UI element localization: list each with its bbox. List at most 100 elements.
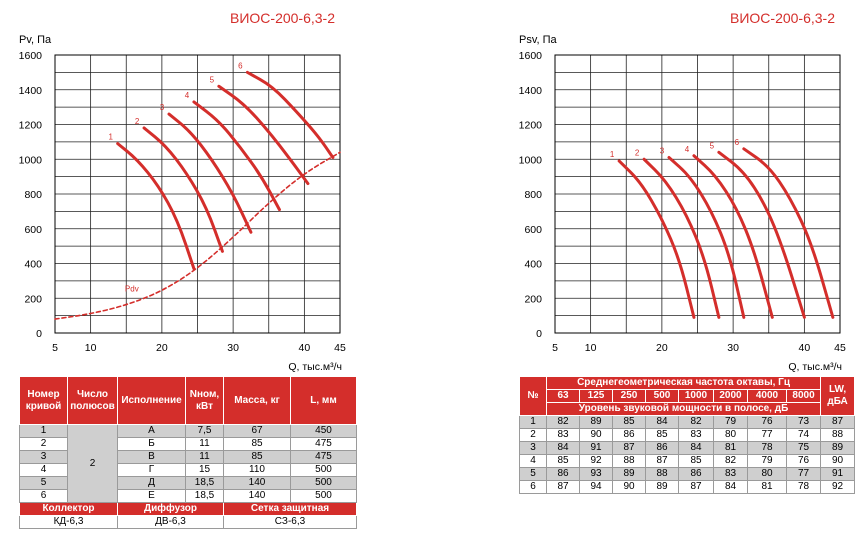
series-label-3: 3 [660,147,665,156]
header-mass: Масса, кг [223,376,291,425]
x-tick-label: 40 [299,342,311,354]
plot-frame [554,54,841,334]
series-line-4 [692,154,774,319]
series-label-4: 4 [685,145,690,154]
chart-2: 5 10 20 30 40 4502004006008001000120014001600… [519,10,846,373]
series-line-3 [667,156,746,319]
series-label-Pdv: Pdv [125,284,139,293]
grid-value: СЗ-6,3 [223,515,357,529]
series-line-2 [642,157,721,319]
x-axis-label: Q, тыс.м³/ч [788,361,842,373]
series-label-2: 2 [135,117,140,126]
series-label-5: 5 [210,75,215,84]
header-curve-number: Номер кривой [19,376,68,425]
freq-4000: 4000 [747,389,787,403]
y-tick-label: 400 [524,259,542,271]
diffuser-value: ДВ-6,3 [117,515,224,529]
header-diffuser: Диффузор [117,502,224,516]
freq-250: 250 [612,389,646,403]
y-tick-label: 1400 [19,85,43,97]
series-line-2 [142,126,224,253]
series-line-4 [192,100,281,212]
y-tick-label: 1200 [519,120,543,132]
series-line-6 [245,70,335,160]
y-tick-label: 600 [24,224,42,236]
y-tick-label: 1400 [519,85,543,97]
series-line-3 [167,112,253,234]
series-label-2: 2 [635,148,640,157]
series-label-5: 5 [710,141,715,150]
y-tick-label: 400 [24,259,42,271]
collector-value: КД-6,3 [19,515,118,529]
x-tick-label: 45 [334,342,346,354]
series-label-3: 3 [160,103,165,112]
header-collector: Коллектор [19,502,118,516]
header-number: № [519,376,547,416]
series-line-1 [617,159,696,319]
series-label-1: 1 [108,133,113,142]
freq-125: 125 [579,389,613,403]
header-lw: LW, дБА [820,376,856,416]
y-tick-label: 1600 [19,50,43,62]
x-tick-label: 30 [727,342,739,354]
y-tick-label: 800 [524,189,542,201]
y-tick-label: 1000 [519,154,543,166]
series-line-5 [217,84,310,186]
y-tick-label: 1000 [19,154,43,166]
x-axis-label: Q, тыс.м³/ч [288,361,342,373]
x-tick-label: 10 [585,342,597,354]
table-row: 4 85 92 88 87 85 82 79 76 90 [519,454,856,468]
x-tick-label: 5 [52,342,58,354]
y-tick-label: 1200 [19,120,43,132]
header-poles: Число полюсов [67,376,118,425]
table-row: 5 86 93 89 88 86 83 80 77 91 [519,467,856,481]
y-tick-label: 200 [24,293,42,305]
y-tick-label: 0 [536,328,542,340]
x-tick-label: 5 [552,342,558,354]
series-line-Pdv [54,151,341,320]
series-line-6 [742,147,835,319]
y-tick-label: 200 [524,293,542,305]
series-label-1: 1 [610,150,615,159]
freq-2000: 2000 [713,389,748,403]
x-tick-label: 30 [227,342,239,354]
x-tick-label: 45 [834,342,846,354]
table-row: 1 2 А 7,5 67 450 [19,424,357,503]
header-octave-frequency: Среднегеометрическая частота октавы, Гц [545,376,822,390]
table-row: 6 87 94 90 89 87 84 81 78 92 [519,480,856,494]
series-line-5 [717,150,806,319]
x-tick-label: 40 [799,342,811,354]
series-label-4: 4 [185,91,190,100]
chart-1: 5 10 20 30 40 4502004006008001000120014001600… [19,10,346,373]
table-row: 2 83 90 86 85 83 80 77 74 88 [519,428,856,442]
sound-power-table: № Среднегеометрическая частота октавы, Г… [519,376,856,494]
header-length: L, мм [290,376,357,425]
x-tick-label: 20 [156,342,168,354]
series-line-1 [116,142,196,271]
y-tick-label: 0 [36,328,42,340]
poles-cell: 2 [67,424,118,503]
freq-63: 63 [546,389,580,403]
header-sound-power-level: Уровень звуковой мощности в полосе, дБ [545,402,822,416]
table-row: 3 84 91 87 86 84 81 78 75 89 [519,441,856,455]
chart-title: ВИОС-200-6,3-2 [730,10,835,26]
x-tick-label: 10 [85,342,97,354]
series-label-6: 6 [238,61,243,70]
fan-spec-table: Номер кривой Число полюсов Исполнение Nн… [19,376,357,529]
freq-1000: 1000 [678,389,714,403]
y-tick-label: 800 [24,189,42,201]
y-tick-label: 600 [524,224,542,236]
series-label-6: 6 [735,138,740,147]
header-grid: Сетка защитная [223,502,357,516]
x-tick-label: 20 [656,342,668,354]
freq-500: 500 [645,389,679,403]
header-version: Исполнение [117,376,186,425]
plot-frame [54,54,341,334]
y-tick-label: 1600 [519,50,543,62]
chart-title: ВИОС-200-6,3-2 [230,10,335,26]
freq-8000: 8000 [785,389,822,403]
header-power: Nном, кВт [185,376,224,425]
y-axis-label: Pv, Па [19,34,52,46]
y-axis-label: Psv, Па [519,34,558,46]
